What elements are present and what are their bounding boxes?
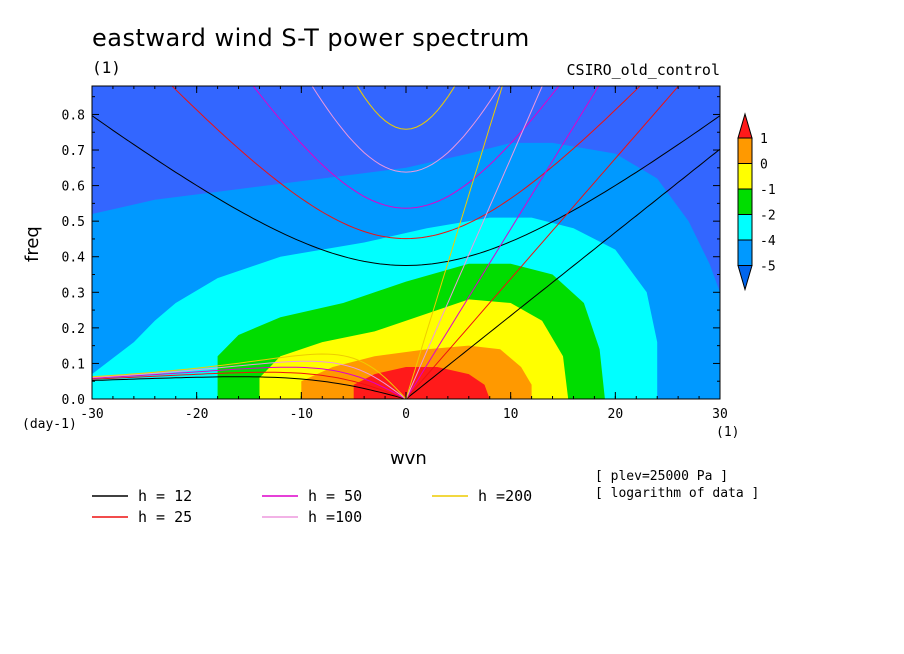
colorbar-segment [737,163,753,190]
contour-region [353,367,490,399]
colorbar-top-arrow [737,112,753,139]
dispersion-curve [252,86,560,209]
colorbar-segment [737,188,753,215]
legend-label: h = 25 [138,508,192,526]
x-axis-units: (1) [716,425,740,440]
x-tick-label: 0 [402,407,410,422]
colorbar-label: 0 [760,158,768,173]
dispersion-curve [405,86,680,399]
dispersion-curve [92,376,407,399]
x-tick-label: 10 [503,407,519,422]
dispersion-curve [356,86,456,130]
chart-subtitle-units: (1) [92,58,121,77]
y-tick-label: 0.8 [62,108,85,123]
x-tick-label: 20 [608,407,624,422]
legend: h = 12 h = 25 h = 50 h =100 h =200 [92,487,532,526]
x-tick-label: -20 [185,407,208,422]
model-name: CSIRO_old_control [566,61,720,79]
y-tick-label: 0.1 [62,357,85,372]
dispersion-curve [405,148,720,399]
plot-area [92,86,720,399]
dispersion-curve [405,86,503,399]
y-axis-units: (day-1) [22,417,77,432]
dispersion-curve [92,366,407,399]
colorbar-segment [737,239,753,266]
x-tick-label: -10 [290,407,313,422]
x-tick-label: 30 [712,407,728,422]
colorbar-label: -5 [760,260,776,275]
legend-label: h =100 [308,508,362,526]
y-tick-label: 0.6 [62,180,85,195]
dispersion-curve [92,115,720,267]
y-tick-label: 0.2 [62,322,85,337]
legend-label: h = 50 [308,487,362,505]
x-axis-label: wvn [390,448,427,469]
colorbar-label: -4 [760,234,776,249]
y-tick-label: 0.5 [62,215,85,230]
legend-label: h =200 [478,487,532,505]
colorbar-segment [737,214,753,241]
colorbar-segment [737,137,753,164]
y-tick-label: 0.0 [62,393,85,408]
legend-label: h = 12 [138,487,192,505]
dispersion-curve [171,86,641,240]
dispersion-curve [92,353,407,399]
dispersion-curve [92,360,407,399]
y-tick-label: 0.3 [62,286,85,301]
x-tick-label: -30 [80,407,103,422]
colorbar-label: -2 [760,209,776,224]
dispersion-curve [92,371,407,399]
chart-title: eastward wind S-T power spectrum [92,24,530,52]
dispersion-curve [405,86,600,399]
colorbar-label: 1 [760,132,768,147]
note-plev: [ plev=25000 Pa ] [595,469,729,484]
note-logarithm: [ logarithm of data ] [595,486,760,501]
colorbar-label: -1 [760,183,776,198]
dispersion-curve [405,86,543,399]
dispersion-curve [311,86,501,173]
colorbar-bottom-arrow [737,265,753,292]
colorbar: 1 0 -1 -2 -4 -5 [737,112,776,292]
y-tick-label: 0.4 [62,251,86,266]
y-tick-label: 0.7 [62,144,85,159]
